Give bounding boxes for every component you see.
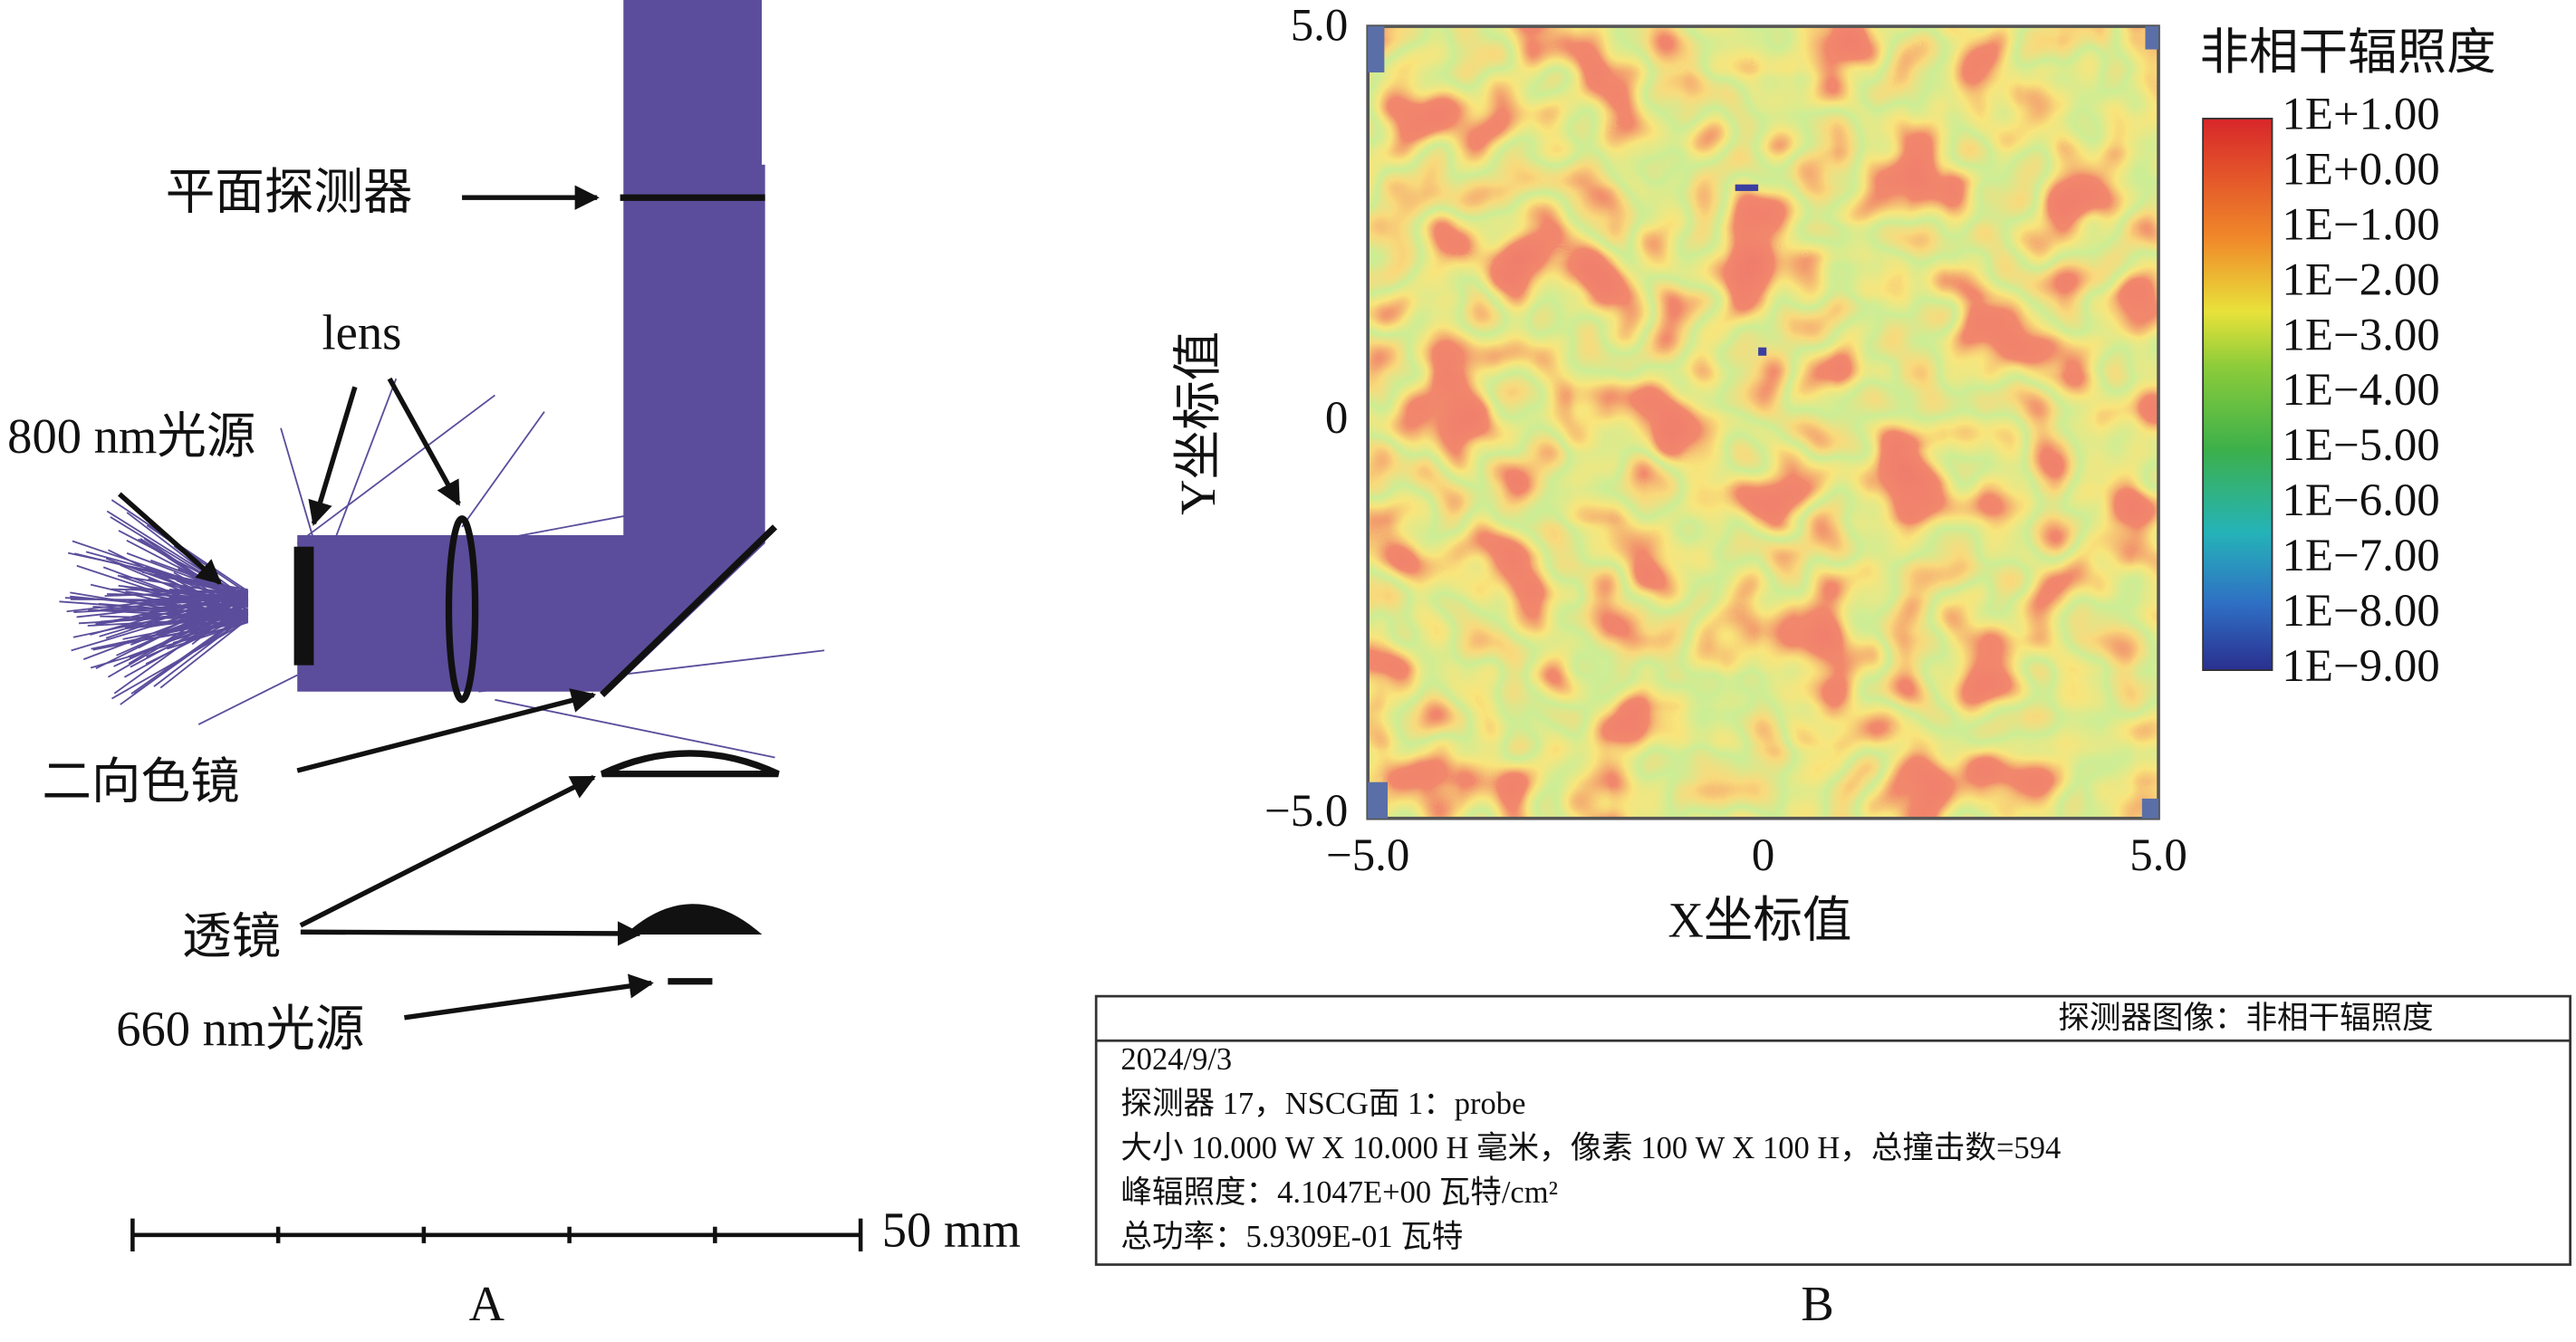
callout: lens	[322, 304, 402, 359]
ray	[70, 595, 248, 615]
ray	[133, 612, 249, 695]
y-axis-label: Y坐标值	[1170, 331, 1226, 515]
callout: 660 nm光源	[116, 1001, 364, 1056]
irradiance-map	[1368, 26, 2159, 819]
colorbar-label: 1E+0.00	[2282, 145, 2439, 196]
arrow	[296, 688, 597, 773]
arrow	[299, 774, 596, 928]
colorbar-label: 1E−2.00	[2282, 254, 2439, 305]
colorbar-label: 1E+1.00	[2282, 90, 2439, 140]
info-box	[1094, 994, 2571, 1266]
map-spot	[1735, 184, 1759, 191]
arrow	[118, 492, 222, 585]
map-corner	[2141, 798, 2159, 819]
lens-2	[445, 515, 479, 704]
info-line: 大小 10.000 W X 10.000 H 毫米，像素 100 W X 100…	[1120, 1131, 2061, 1165]
map-corner	[2145, 26, 2159, 50]
callout: 透镜	[182, 909, 281, 964]
ray	[151, 588, 248, 599]
arrow	[308, 386, 358, 526]
map-corner	[1368, 781, 1389, 819]
ray	[116, 596, 249, 657]
lens-3	[601, 750, 780, 778]
scale-bar	[130, 1218, 863, 1251]
callout: 二向色镜	[42, 754, 239, 810]
panel-caption: A	[469, 1276, 505, 1331]
lens-1	[293, 546, 314, 666]
colorbar-label: 1E−3.00	[2282, 310, 2439, 360]
axes: 5.0 0 −5.0−5.0 0 5.0	[1264, 0, 2187, 880]
info-line: 2024/9/3	[1120, 1042, 1232, 1077]
map-spot	[1758, 347, 1767, 356]
ray	[159, 618, 249, 689]
colorbar-title: 非相干辐照度	[2199, 24, 2495, 80]
beam-vertical	[623, 0, 765, 544]
callout: 800 nm光源	[7, 408, 255, 464]
x-tick-label: 0	[1752, 830, 1774, 881]
ray	[130, 621, 248, 644]
x-axis-label: X坐标值	[1668, 892, 1851, 947]
ray	[197, 674, 298, 725]
ray-fan	[59, 378, 825, 759]
callout: 平面探测器	[166, 165, 413, 220]
beam-horizontal	[297, 534, 765, 692]
y-tick-label: 5.0	[1291, 0, 1349, 51]
colorbar-labels: 1E+1.001E+0.001E−1.001E−2.001E−3.001E−4.…	[2282, 90, 2439, 692]
colorbar-label: 1E−6.00	[2282, 475, 2439, 526]
info-line: 探测器 17，NSCG面 1：probe	[1120, 1087, 1525, 1121]
ray	[153, 614, 249, 687]
x-tick-label: −5.0	[1326, 830, 1409, 881]
colorbar-label: 1E−4.00	[2282, 365, 2439, 416]
info-line: 总功率：5.9309E-01 瓦特	[1120, 1220, 1463, 1254]
dichroic-mirror	[600, 524, 778, 697]
ray	[461, 411, 545, 528]
colorbar-label: 1E−5.00	[2282, 420, 2439, 471]
colorbar-label: 1E−7.00	[2282, 531, 2439, 581]
ray	[150, 596, 248, 613]
ray	[118, 530, 249, 599]
info-header: 探测器图像：非相干辐照度	[2058, 1001, 2433, 1035]
colorbar-label: 1E−1.00	[2282, 199, 2439, 250]
y-tick-label: −5.0	[1264, 786, 1348, 837]
colorbar-label: 1E−9.00	[2282, 641, 2439, 692]
colorbar-label: 1E−8.00	[2282, 586, 2439, 637]
ray	[280, 427, 315, 541]
lens-4	[624, 904, 763, 935]
arrow	[387, 377, 461, 506]
plot-frame	[1366, 24, 2160, 820]
info-line: 峰辐照度：4.1047E+00 瓦特/cm²	[1120, 1175, 1558, 1210]
colorbar	[2202, 118, 2273, 671]
ray	[67, 551, 248, 593]
map-corner	[1368, 26, 1385, 73]
scale-label: 50 mm	[882, 1202, 1021, 1257]
y-tick-label: 0	[1325, 393, 1348, 444]
panel-caption: B	[1801, 1276, 1833, 1331]
info-lines: 2024/9/3 探测器 17，NSCG面 1：probe 大小 10.000 W …	[1120, 1042, 2061, 1254]
ray	[128, 590, 248, 603]
arrow	[300, 921, 643, 946]
ray	[329, 378, 398, 552]
arrow	[404, 973, 654, 1021]
x-tick-label: 5.0	[2129, 830, 2187, 881]
